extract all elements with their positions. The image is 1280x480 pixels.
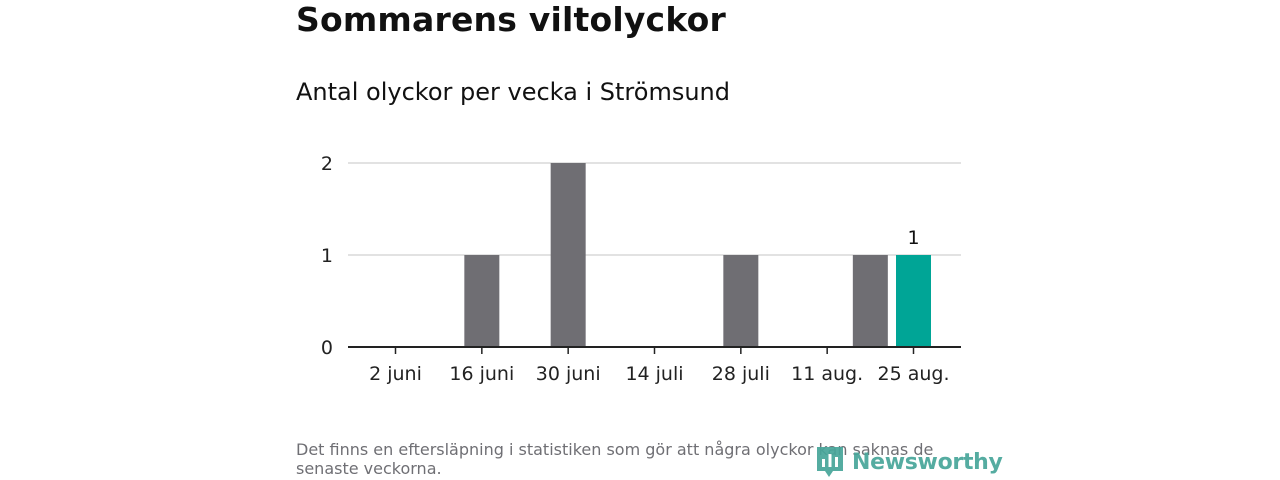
data-label: 1	[907, 227, 919, 249]
x-tick-label: 28 juli	[712, 363, 770, 385]
logo-text: Newsworthy	[852, 449, 1003, 475]
chart-subtitle: Antal olyckor per vecka i Strömsund	[296, 78, 730, 106]
bar-highlight	[896, 255, 931, 347]
x-tick-label: 11 aug.	[791, 363, 863, 385]
x-tick-label: 16 juni	[449, 363, 514, 385]
x-tick-label: 14 juli	[625, 363, 683, 385]
gridlines	[348, 162, 961, 256]
y-tick-label: 0	[321, 337, 333, 359]
x-tick-label: 30 juni	[536, 363, 601, 385]
footnote: Det finns en eftersläpning i statistiken…	[296, 440, 934, 478]
bar-chart-pin-icon	[817, 447, 843, 477]
x-axis	[348, 346, 961, 354]
x-tick-label: 2 juni	[369, 363, 422, 385]
labels: 0 1 2 2 juni 16 juni 30 juni 14 juli 28 juli 11 …	[321, 153, 950, 385]
bar	[852, 255, 888, 347]
y-tick-label: 2	[321, 153, 333, 175]
bar	[723, 255, 759, 347]
bar	[550, 163, 586, 347]
x-tick-label: 25 aug.	[877, 363, 949, 385]
y-tick-label: 1	[321, 245, 333, 267]
bar-chart: 0 1 2 2 juni 16 juni 30 juni 14 juli 28 juli 11 …	[321, 153, 961, 385]
bar	[464, 255, 500, 347]
bars	[464, 163, 931, 347]
chart-title: Sommarens viltolyckor	[296, 0, 726, 39]
newsworthy-logo: Newsworthy	[815, 444, 1003, 480]
